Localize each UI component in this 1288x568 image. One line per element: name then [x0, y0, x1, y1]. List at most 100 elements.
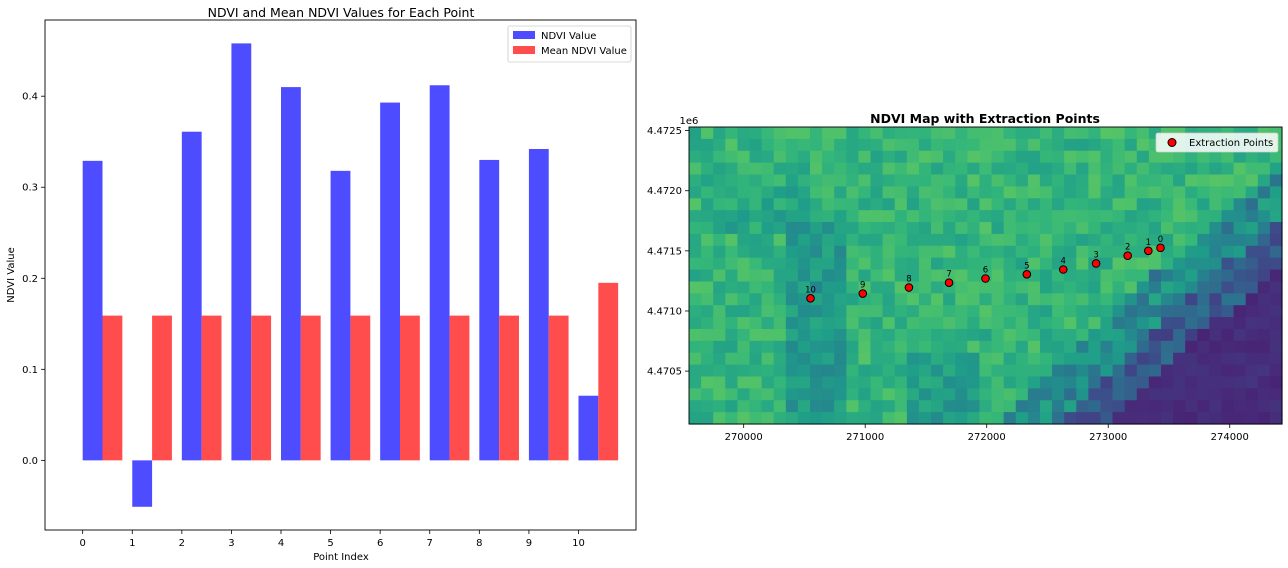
raster-cell [1124, 352, 1138, 366]
raster-cell [797, 198, 811, 211]
raster-cell [737, 388, 751, 401]
raster-cell [870, 328, 884, 342]
raster-cell [858, 269, 872, 283]
raster-cell [1124, 198, 1138, 211]
bar-x-tick-label: 10 [572, 538, 585, 549]
raster-cell [870, 317, 884, 330]
raster-cell [1039, 162, 1053, 176]
raster-cell [701, 198, 714, 211]
raster-cell [955, 364, 968, 378]
bar-ndvi-1 [132, 460, 153, 507]
raster-cell [713, 364, 726, 378]
raster-cell [761, 138, 775, 152]
bar-mean-ndvi-7 [449, 315, 470, 461]
raster-cell [846, 305, 860, 318]
raster-cell [1076, 364, 1089, 378]
raster-cell [834, 376, 847, 389]
raster-cell [1124, 257, 1138, 271]
raster-cell [1052, 127, 1065, 140]
extraction-point-5 [1022, 270, 1032, 279]
bar-y-tick-label: 0.2 [22, 274, 38, 285]
raster-cell [894, 162, 908, 176]
raster-cell [931, 127, 944, 140]
raster-cell [931, 364, 944, 378]
raster-cell [918, 198, 932, 211]
legend-label-mean-ndvi-value: Mean NDVI Value [541, 46, 627, 57]
raster-cell [1112, 352, 1126, 366]
raster-cell [785, 210, 799, 223]
raster-cell [1039, 340, 1053, 354]
raster-cell [1197, 305, 1210, 318]
raster-cell [1027, 305, 1041, 318]
raster-cell [1160, 210, 1174, 223]
raster-cell [1100, 174, 1114, 187]
raster-cell [991, 269, 1005, 283]
raster-cell [1076, 400, 1089, 413]
raster-cell [991, 233, 1005, 247]
raster-cell [894, 222, 908, 235]
raster-cell [1233, 174, 1247, 187]
raster-cell [785, 233, 799, 247]
raster-cell [894, 186, 908, 199]
raster-cell [1052, 281, 1065, 294]
raster-cell [1124, 150, 1138, 164]
raster-cell [822, 222, 835, 235]
extraction-point-8 [904, 283, 914, 292]
raster-cell [955, 269, 968, 283]
raster-cell [894, 198, 908, 211]
raster-cell [785, 162, 799, 176]
raster-cell [882, 222, 896, 235]
raster-cell [991, 364, 1005, 378]
raster-cell [737, 352, 751, 366]
raster-cell [931, 174, 944, 187]
raster-cell [931, 305, 944, 318]
raster-cell [1027, 257, 1041, 271]
raster-cell [1197, 352, 1210, 366]
raster-cell [1173, 412, 1186, 425]
raster-cell [713, 138, 726, 152]
raster-cell [1039, 412, 1053, 425]
raster-cell [834, 364, 847, 378]
raster-cell [737, 150, 751, 164]
raster-cell [1136, 412, 1150, 425]
raster-cell [1100, 245, 1114, 259]
raster-cell [870, 293, 884, 306]
raster-cell [761, 222, 775, 235]
raster-cell [1088, 412, 1102, 425]
raster-cell [1233, 222, 1247, 235]
raster-cell [1197, 222, 1210, 235]
raster-cell [1173, 222, 1186, 235]
raster-cell [822, 281, 835, 294]
raster-cell [1173, 198, 1186, 211]
raster-cell [906, 293, 920, 306]
raster-cell [785, 174, 799, 187]
bar-chart-x-ticks: 0 1 2 3 4 5 6 7 8 9 10 [79, 530, 585, 549]
raster-cell [737, 257, 751, 271]
raster-cell [906, 233, 920, 247]
raster-cell [1233, 281, 1247, 294]
raster-cell [870, 162, 884, 176]
raster-cell [1257, 198, 1271, 211]
raster-cell [797, 269, 811, 283]
raster-cell [725, 340, 739, 354]
raster-cell [1136, 400, 1150, 413]
raster-cell [1209, 400, 1223, 413]
raster-cell [870, 412, 884, 425]
raster-cell [979, 245, 993, 259]
raster-cell [1257, 257, 1271, 271]
raster-cell [1015, 388, 1029, 401]
raster-cell [918, 400, 932, 413]
raster-cell [737, 210, 751, 223]
bar-mean-ndvi-9 [548, 315, 569, 461]
raster-cell [955, 400, 968, 413]
raster-cell [1027, 400, 1041, 413]
raster-cell [1100, 388, 1114, 401]
raster-cell [689, 127, 702, 140]
raster-cell [701, 245, 714, 259]
raster-cell [858, 317, 872, 330]
raster-cell [967, 328, 981, 342]
raster-cell [918, 245, 932, 259]
raster-cell [713, 305, 726, 318]
raster-cell [882, 269, 896, 283]
raster-cell [943, 138, 956, 152]
